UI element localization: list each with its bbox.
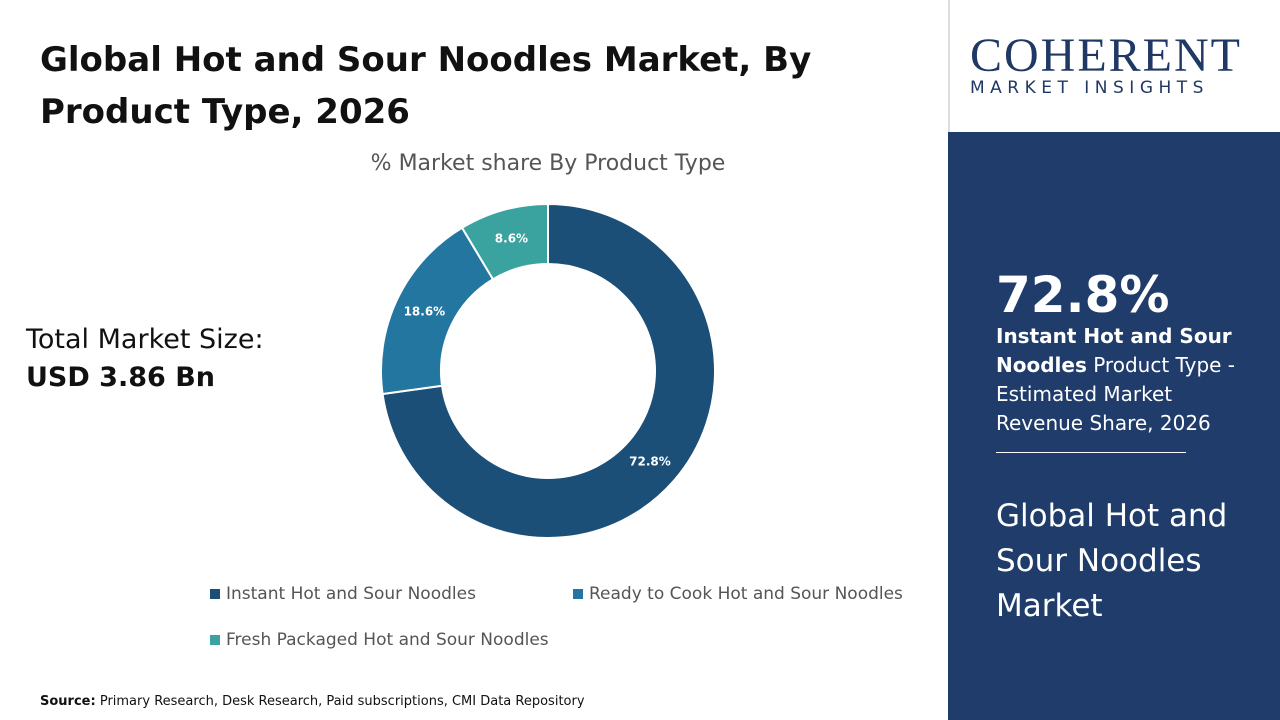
source-text: Primary Research, Desk Research, Paid su… <box>99 694 585 709</box>
legend-swatch <box>210 635 220 645</box>
highlight-bold: Instant Hot and Sour Noodles <box>996 324 1232 377</box>
legend-swatch <box>210 589 220 599</box>
logo-name: COHERENT <box>970 29 1242 82</box>
divider <box>996 452 1186 453</box>
highlight-text: Instant Hot and Sour Noodles Product Typ… <box>996 322 1246 438</box>
sidebar-title: Global Hot and Sour Noodles Market <box>996 498 1228 624</box>
market-size-label: Total Market Size: <box>26 324 264 355</box>
legend-label: Instant Hot and Sour Noodles <box>226 584 476 604</box>
donut-slice <box>460 202 549 281</box>
highlight-rest: Product Type - Estimated Market Revenue … <box>996 353 1236 435</box>
legend-swatch <box>573 589 583 599</box>
page-title: Global Hot and Sour Noodles Market, By P… <box>40 40 812 132</box>
highlight-value: 72.8% <box>996 266 1170 324</box>
data-label: 8.6% <box>495 231 528 245</box>
chart: % Market share By Product Type 72.8% 18.6… <box>210 151 903 650</box>
source-label: Source: <box>40 694 96 709</box>
data-label: 18.6% <box>404 304 446 318</box>
chart-title: % Market share By Product Type <box>371 151 726 176</box>
legend-label: Fresh Packaged Hot and Sour Noodles <box>226 630 549 650</box>
market-size-value: USD 3.86 Bn <box>26 362 215 393</box>
donut-slice <box>381 202 716 539</box>
logo-box <box>948 0 1280 132</box>
legend-label: Ready to Cook Hot and Sour Noodles <box>589 584 903 604</box>
source: Source: Primary Research, Desk Research,… <box>40 694 585 709</box>
logo-tagline: MARKET INSIGHTS <box>970 78 1209 98</box>
data-label: 72.8% <box>629 455 671 469</box>
